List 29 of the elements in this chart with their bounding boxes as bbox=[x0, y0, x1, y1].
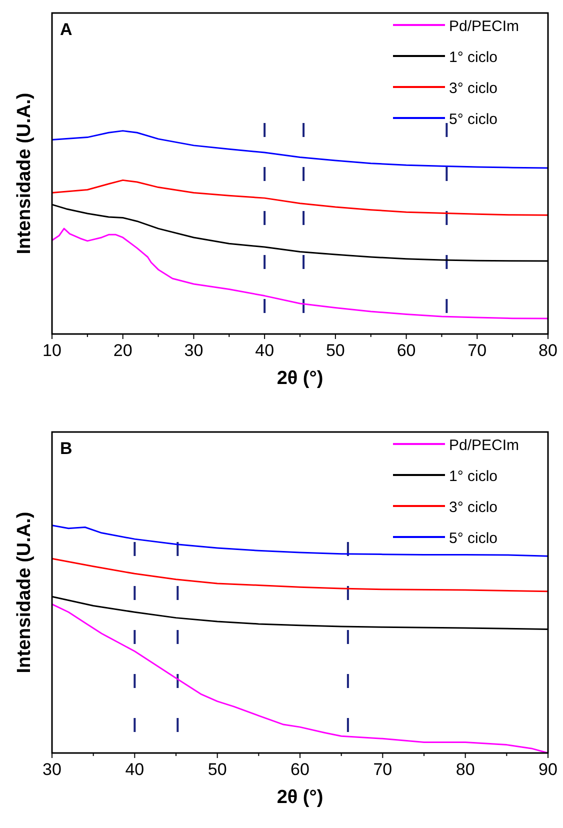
x-tick-label: 40 bbox=[255, 341, 274, 360]
x-tick-label: 20 bbox=[113, 341, 132, 360]
x-axis-title: 2θ (°) bbox=[276, 787, 324, 808]
chart-title: A bbox=[60, 20, 72, 39]
legend-label: 1° ciclo bbox=[449, 468, 498, 485]
x-tick-label: 70 bbox=[468, 341, 487, 360]
x-tick-label: 80 bbox=[456, 760, 475, 779]
legend-label: 1° ciclo bbox=[449, 49, 498, 66]
legend-label: 5° ciclo bbox=[449, 530, 498, 547]
x-tick-label: 80 bbox=[538, 341, 558, 360]
x-tick-label: 10 bbox=[42, 341, 62, 360]
x-tick-label: 50 bbox=[326, 341, 345, 360]
y-axis-title: Intensidade (U.A.) bbox=[14, 512, 35, 674]
chart-title: B bbox=[60, 439, 72, 458]
x-tick-label: 70 bbox=[373, 760, 392, 779]
x-tick-label: 40 bbox=[125, 760, 144, 779]
x-tick-label: 30 bbox=[184, 341, 204, 360]
x-tick-label: 90 bbox=[538, 760, 558, 779]
y-axis-title: Intensidade (U.A.) bbox=[14, 92, 35, 254]
x-tick-label: 60 bbox=[290, 760, 310, 779]
x-tick-label: 50 bbox=[208, 760, 227, 779]
legend-label: 5° ciclo bbox=[449, 111, 498, 128]
legend-label: Pd/PECIm bbox=[449, 18, 520, 35]
x-axis-title: 2θ (°) bbox=[276, 368, 324, 389]
x-tick-label: 60 bbox=[396, 341, 416, 360]
legend-label: Pd/PECIm bbox=[449, 437, 520, 454]
x-tick-label: 30 bbox=[42, 760, 62, 779]
legend-label: 3° ciclo bbox=[449, 80, 498, 97]
legend-label: 3° ciclo bbox=[449, 499, 498, 516]
